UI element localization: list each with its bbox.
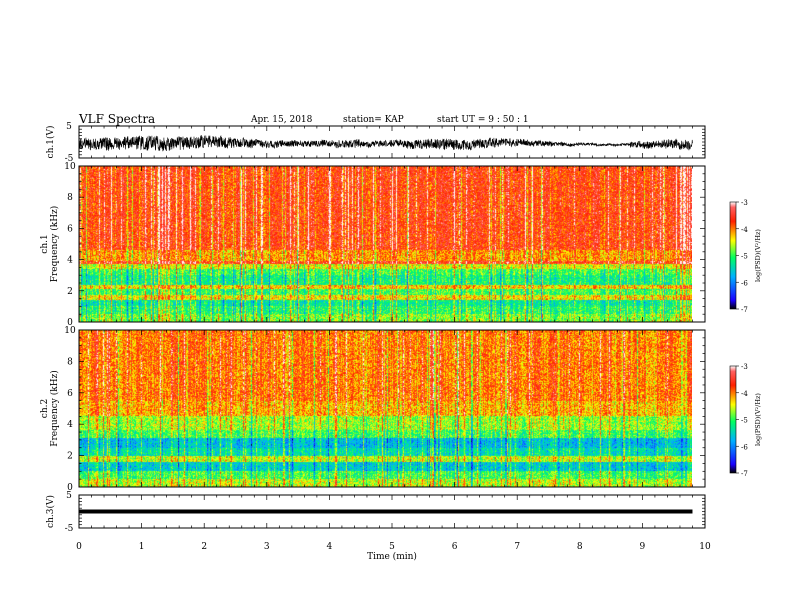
y-axis-label-frequency: Frequency (kHz) bbox=[49, 206, 60, 283]
y-tick-label: -5 bbox=[65, 524, 74, 534]
x-tick-label: 6 bbox=[452, 542, 458, 552]
x-tick-label: 0 bbox=[76, 542, 82, 552]
x-tick-label: 1 bbox=[139, 542, 145, 552]
x-tick-label: 3 bbox=[264, 542, 270, 552]
colorbar-label: log(PSD)(V²/Hz) bbox=[754, 393, 762, 446]
x-tick-label: 9 bbox=[640, 542, 646, 552]
chart-title: VLF Spectra bbox=[79, 112, 156, 126]
y-tick-label: 0 bbox=[67, 318, 73, 328]
colorbar-tick-label: -7 bbox=[741, 306, 748, 314]
colorbar-tick-label: -4 bbox=[741, 226, 748, 234]
colorbar-label: log(PSD)(V²/Hz) bbox=[754, 229, 762, 282]
station-label: station= KAP bbox=[343, 115, 404, 125]
y-tick-label: 2 bbox=[67, 452, 73, 462]
colorbar-tick-label: -6 bbox=[741, 279, 748, 287]
y-tick-label: 10 bbox=[64, 162, 76, 172]
x-tick-label: 10 bbox=[699, 542, 711, 552]
y-axis-label-channel: ch.2 bbox=[40, 399, 50, 418]
ch1-spectrogram bbox=[79, 166, 692, 322]
x-tick-label: 7 bbox=[514, 542, 520, 552]
colorbar-tick-label: -5 bbox=[741, 253, 748, 261]
y-tick-label: 8 bbox=[67, 193, 73, 203]
colorbar-tick-label: -6 bbox=[741, 443, 748, 451]
y-axis-label-frequency: Frequency (kHz) bbox=[49, 370, 60, 447]
colorbar-tick-label: -5 bbox=[741, 417, 748, 425]
y-tick-label: 8 bbox=[67, 357, 73, 367]
ch1-waveform-trace bbox=[78, 135, 693, 152]
ch2-spectrogram bbox=[79, 330, 692, 487]
colorbar-tick-label: -7 bbox=[741, 470, 748, 478]
y-tick-label: 10 bbox=[64, 326, 76, 336]
colorbar-tick-label: -4 bbox=[741, 390, 748, 398]
date-label: Apr. 15, 2018 bbox=[251, 115, 313, 125]
y-tick-label: 4 bbox=[67, 256, 73, 266]
colorbar-tick-label: -3 bbox=[741, 363, 748, 371]
y-tick-label: 6 bbox=[67, 389, 73, 399]
y-tick-label: 0 bbox=[67, 483, 73, 493]
y-tick-label: 2 bbox=[67, 287, 73, 297]
start-time-label: start UT = 9 : 50 : 1 bbox=[437, 115, 529, 125]
x-tick-label: 4 bbox=[327, 542, 333, 552]
y-axis-label: ch.3(V) bbox=[45, 495, 56, 528]
ch2-spectrogram-colorbar bbox=[729, 365, 737, 474]
y-axis-label-channel: ch.1 bbox=[40, 234, 50, 253]
y-axis-label: ch.1(V) bbox=[45, 126, 56, 159]
ch2-spectrogram-canvas bbox=[79, 330, 692, 487]
x-tick-label: 2 bbox=[201, 542, 207, 552]
y-tick-label: 6 bbox=[67, 224, 73, 234]
y-tick-label: -5 bbox=[65, 154, 74, 164]
ch1-spectrogram-canvas bbox=[79, 166, 692, 322]
x-tick-label: 8 bbox=[577, 542, 583, 552]
ch1-spectrogram-colorbar bbox=[729, 201, 737, 310]
y-tick-label: 5 bbox=[66, 122, 72, 132]
x-tick-label: 5 bbox=[389, 542, 395, 552]
x-axis-label: Time (min) bbox=[367, 551, 417, 562]
y-tick-label: 5 bbox=[66, 491, 72, 501]
colorbar-tick-label: -3 bbox=[741, 199, 748, 207]
y-tick-label: 4 bbox=[67, 420, 73, 430]
